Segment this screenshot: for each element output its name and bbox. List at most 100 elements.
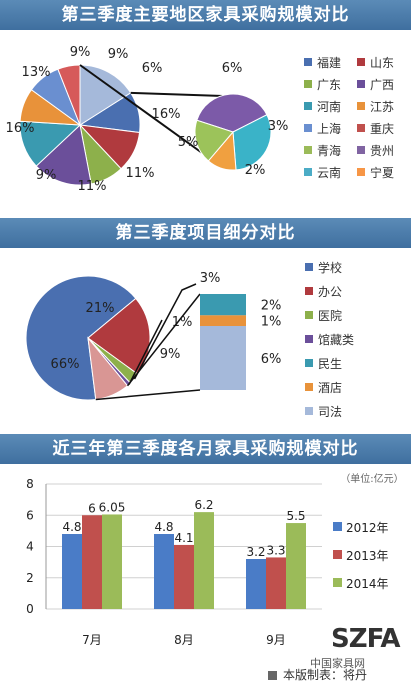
bar-value-label-0-0: 4.8 <box>62 520 81 534</box>
bar-value-label-1-1: 4.1 <box>174 531 193 545</box>
szfa-logo: SZFA <box>331 624 400 654</box>
logo-subtitle: 中国家具网 <box>310 657 365 670</box>
pie2-legend-label-3: 馆藏类 <box>318 332 354 347</box>
pie1-slice-3 <box>35 124 92 186</box>
bar-xtick-2: 9月 <box>266 633 286 647</box>
bar-ytick-2: 4 <box>26 540 34 554</box>
pie2-leader-2 <box>133 283 197 380</box>
pie2-legend-swatch-2 <box>305 311 313 319</box>
pie2-legend-swatch-4 <box>305 359 313 367</box>
bar-legend-label-2: 2014年 <box>346 577 389 591</box>
pie2-slice-label-1: 21% <box>86 301 115 316</box>
bar-1-2 <box>194 512 214 609</box>
bar-value-label-2-0: 3.2 <box>246 545 265 559</box>
pie1-legend-label-9: 贵州 <box>370 144 394 158</box>
pie1-slice-8 <box>79 64 132 126</box>
bar-0-1 <box>82 515 102 609</box>
pie1-legend-label-7: 重庆 <box>370 122 394 136</box>
bar-legend-label-0: 2012年 <box>346 521 389 535</box>
pie1-legend-swatch-6 <box>304 124 312 132</box>
pie1-legend-label-4: 河南 <box>317 99 341 114</box>
pie2-legend-swatch-3 <box>305 335 313 343</box>
pie1-legend-label-0: 福建 <box>317 55 341 70</box>
pie1-slice-label-3: 16% <box>6 121 35 136</box>
bar-1-0 <box>154 534 174 609</box>
pie1-break-label-0: 6% <box>222 61 243 76</box>
bar-0-2 <box>102 514 122 609</box>
bar-2-2 <box>286 523 306 609</box>
bar-legend-label-1: 2013年 <box>346 549 389 563</box>
pie2-slice-label-0: 66% <box>51 357 80 372</box>
pie2-break-seg-1 <box>200 315 246 326</box>
pie2-leader-3 <box>128 319 163 385</box>
pie1-connector-top <box>130 91 224 97</box>
bar-value-label-0-1: 6 <box>88 501 96 515</box>
pie2-slice-1 <box>87 297 151 376</box>
pie1-legend-label-11: 宁夏 <box>370 165 394 180</box>
pie1-break-slice-3 <box>194 119 234 162</box>
pie1-legend-swatch-8 <box>304 146 312 154</box>
pie2-slice-label-4: 9% <box>160 347 181 362</box>
pie1-break-slice-0 <box>196 93 268 133</box>
bar-ytick-0: 0 <box>26 602 34 616</box>
pie1-legend-swatch-9 <box>357 146 365 154</box>
pie2-break-label-2: 6% <box>261 352 282 367</box>
pie2-slice-label-3: 1% <box>172 315 193 330</box>
credit-text: 本版制表：将丹 <box>283 668 368 682</box>
bar-legend-swatch-0 <box>333 522 342 531</box>
bar-ytick-3: 6 <box>26 508 34 522</box>
pie1-slice-label-1: 11% <box>78 179 107 194</box>
bar-legend-swatch-2 <box>333 578 342 587</box>
pie1-break-label-3: 3% <box>268 119 289 134</box>
credit-line: 本版制表：将丹 <box>268 666 367 683</box>
pie1-legend-label-8: 青海 <box>317 143 341 158</box>
pie1-slice-label-4: 13% <box>22 65 51 80</box>
bar-value-label-1-2: 6.2 <box>194 498 213 512</box>
bar-value-label-2-2: 5.5 <box>286 509 305 523</box>
pie2-break-seg-0 <box>200 294 246 316</box>
pie1-connector-bottom <box>79 64 224 169</box>
pie1-legend-label-1: 山东 <box>370 56 394 70</box>
pie2-legend-label-5: 酒店 <box>318 381 342 395</box>
pie1-legend-label-3: 广西 <box>370 78 394 92</box>
pie1-title-banner: 第三季度主要地区家具采购规模对比 <box>0 0 411 30</box>
pie1-break-label-2: 2% <box>245 163 266 178</box>
pie1-legend-swatch-1 <box>357 58 365 66</box>
pie1-slice-label-0: 11% <box>126 166 155 181</box>
pie1-legend-swatch-3 <box>357 80 365 88</box>
pie1-slice-label-6: 9% <box>108 47 129 62</box>
bar-unit-label: （单位:亿元） <box>340 472 403 485</box>
bar-ytick-4: 8 <box>26 477 34 491</box>
pie1-legend-label-2: 广东 <box>317 78 341 92</box>
pie2-legend-swatch-1 <box>305 287 313 295</box>
bar-title-banner: 近三年第三季度各月家具采购规模对比 <box>0 434 411 464</box>
pie1-legend-swatch-7 <box>357 124 365 132</box>
pie1-slice-label-7: 6% <box>142 61 163 76</box>
bar-0-0 <box>62 534 82 609</box>
pie1-legend-label-10: 云南 <box>317 165 341 180</box>
pie2-connector-bottom <box>95 389 201 401</box>
pie2-connector-top <box>126 293 201 387</box>
pie2-legend-swatch-5 <box>305 383 313 391</box>
pie2-legend-label-1: 办公 <box>318 284 342 299</box>
pie1-break-slice-1 <box>232 114 272 171</box>
pie1-legend-swatch-5 <box>357 102 365 110</box>
pie1-legend-swatch-11 <box>357 168 365 176</box>
pie2-break-label-1: 1% <box>261 315 282 330</box>
bar-value-label-0-2: 6.05 <box>99 500 126 514</box>
bar-2-1 <box>266 557 286 609</box>
pie1-slice-label-2: 9% <box>36 168 57 183</box>
pie1-break-label-1: 5% <box>178 135 199 150</box>
pie2-slice-label-2: 3% <box>200 271 221 286</box>
pie2-legend-label-2: 医院 <box>318 309 342 323</box>
pie2-break-label-0: 2% <box>261 299 282 314</box>
bar-value-label-1-0: 4.8 <box>154 520 173 534</box>
pie1-legend-swatch-10 <box>304 168 312 176</box>
pie2-break-seg-2 <box>200 326 246 390</box>
bar-xtick-0: 7月 <box>82 633 102 647</box>
pie2-legend-label-6: 司法 <box>318 405 342 419</box>
pie1-legend-swatch-2 <box>304 80 312 88</box>
